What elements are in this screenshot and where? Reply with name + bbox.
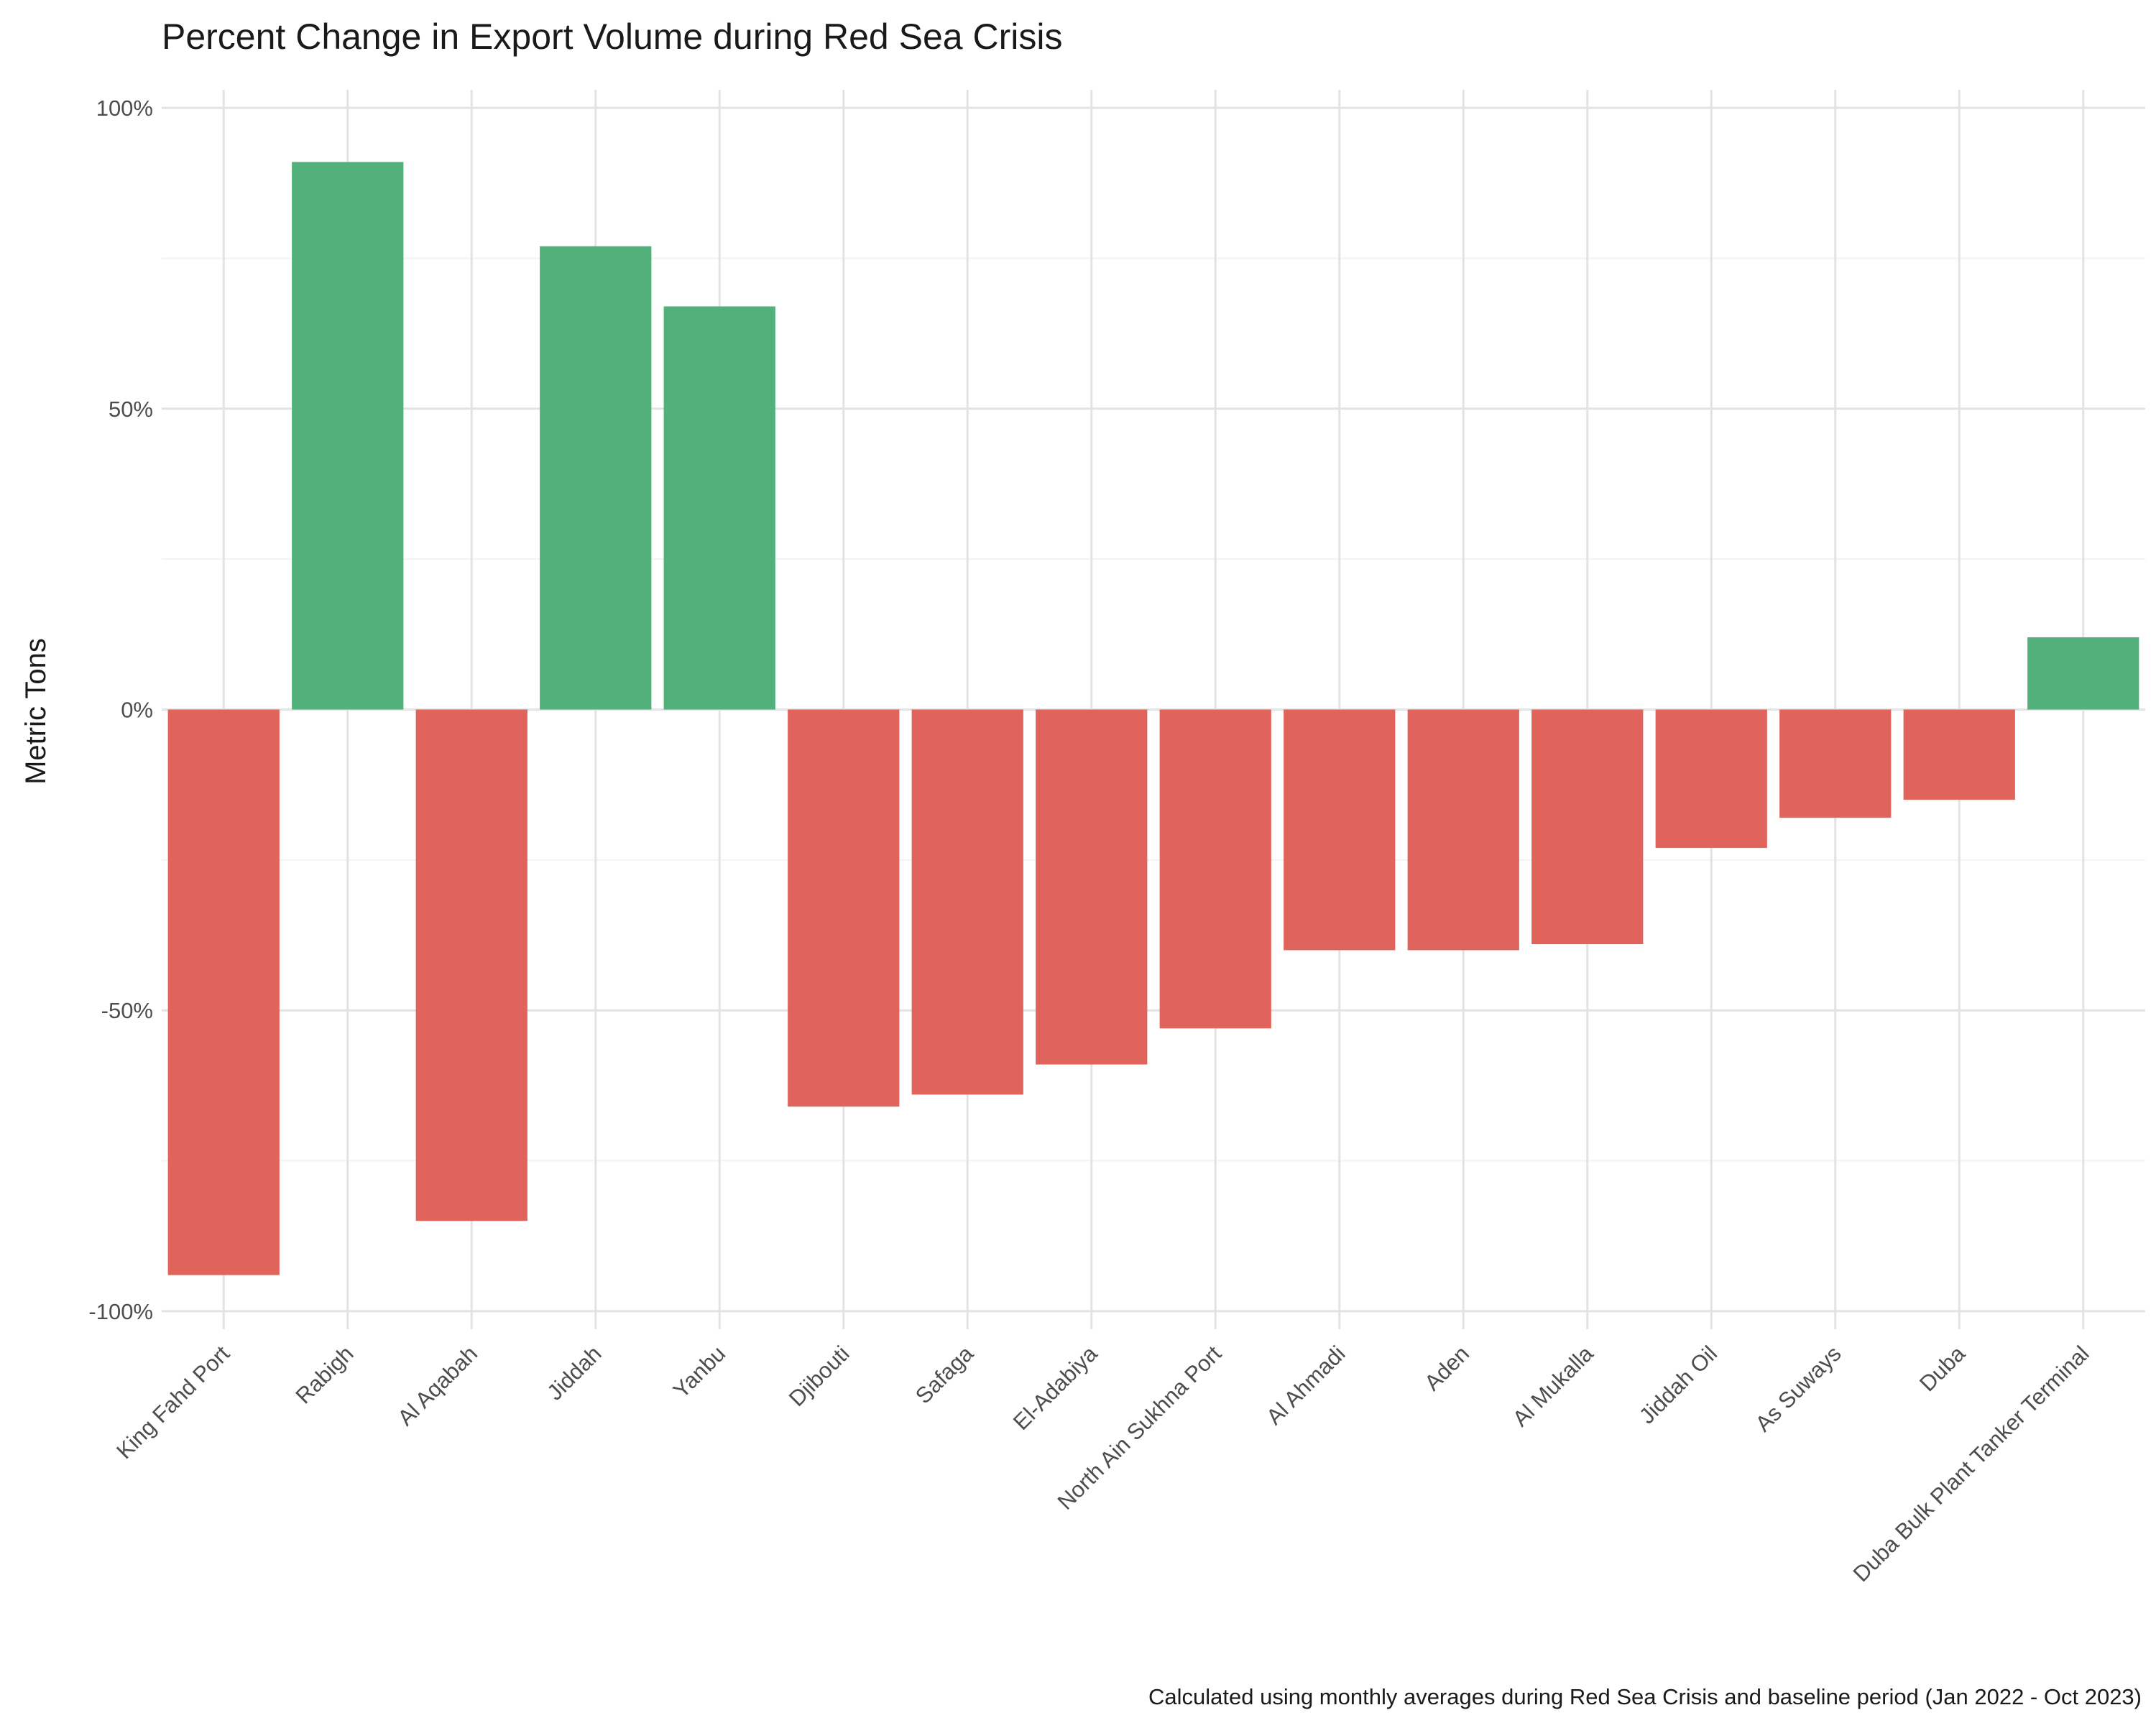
- x-axis-ticks: King Fahd Port Rabigh Al Aqabah Jiddah Yanbu…: [111, 1341, 2093, 1586]
- x-tick-label: Aden: [1419, 1341, 1474, 1395]
- bar: [788, 709, 900, 1107]
- bar: [540, 246, 652, 710]
- x-tick-label: King Fahd Port: [111, 1341, 234, 1464]
- x-tick-label: Djibouti: [784, 1341, 854, 1411]
- bar: [663, 306, 775, 710]
- y-tick-label: 50%: [109, 397, 153, 422]
- x-tick-label: Rabigh: [290, 1341, 358, 1408]
- x-tick-label: Al Ahmadi: [1261, 1341, 1350, 1429]
- y-tick-label: -50%: [101, 998, 153, 1023]
- x-tick-label: El-Adabiya: [1008, 1341, 1102, 1435]
- bar: [911, 709, 1023, 1095]
- bar: [1284, 709, 1396, 951]
- bars: [167, 162, 2139, 1275]
- bar: [1903, 709, 2015, 800]
- x-tick-label: Al Mukalla: [1508, 1341, 1598, 1431]
- x-tick-label: Jiddah Oil: [1634, 1341, 1722, 1428]
- bar: [1407, 709, 1519, 951]
- x-tick-label: As Suways: [1751, 1341, 1846, 1436]
- bar: [292, 162, 404, 710]
- bar: [415, 709, 528, 1221]
- bar: [1159, 709, 1271, 1029]
- y-axis-ticks: -100% -50% 0% 50% 100%: [88, 96, 153, 1324]
- x-tick-label: Al Aqabah: [392, 1341, 482, 1431]
- bar: [1531, 709, 1644, 945]
- x-tick-label: Jiddah: [542, 1341, 606, 1405]
- y-tick-label: -100%: [88, 1299, 153, 1324]
- bar: [167, 709, 280, 1275]
- bar: [2027, 637, 2139, 710]
- chart-caption: Calculated using monthly averages during…: [1148, 1684, 2142, 1709]
- x-tick-label: Duba: [1915, 1341, 1971, 1397]
- x-tick-label: Yanbu: [668, 1341, 731, 1403]
- y-axis-label: Metric Tons: [20, 638, 52, 785]
- x-tick-label: Duba Bulk Plant Tanker Terminal: [1848, 1341, 2094, 1586]
- chart-title: Percent Change in Export Volume during R…: [162, 17, 1062, 57]
- bar: [1779, 709, 1892, 818]
- bar: [1655, 709, 1767, 849]
- bar: [1036, 709, 1148, 1065]
- x-tick-label: Safaga: [911, 1341, 979, 1409]
- y-tick-label: 100%: [96, 96, 153, 121]
- y-tick-label: 0%: [121, 698, 153, 723]
